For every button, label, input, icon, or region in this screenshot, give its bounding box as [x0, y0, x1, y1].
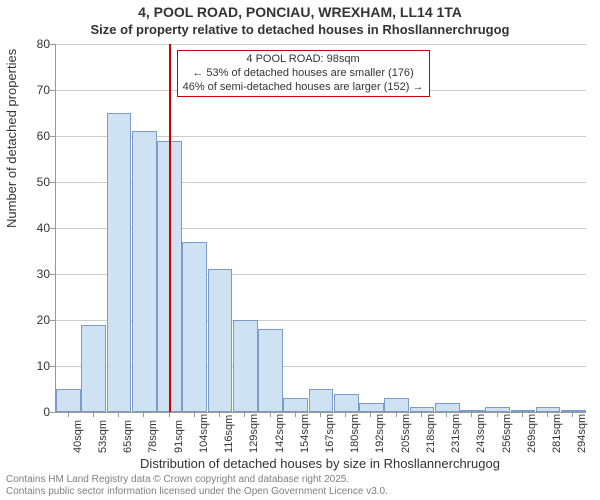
y-tick-mark: [50, 228, 55, 229]
x-tick-mark: [572, 412, 573, 417]
footer-line-1: Contains HM Land Registry data © Crown c…: [6, 474, 388, 486]
x-tick-label: 40sqm: [72, 420, 84, 453]
y-tick-mark: [50, 90, 55, 91]
x-tick-label: 205sqm: [400, 414, 412, 453]
bar: [334, 394, 359, 412]
x-tick-mark: [143, 412, 144, 417]
x-tick-mark: [194, 412, 195, 417]
x-tick-mark: [270, 412, 271, 417]
bar: [233, 320, 258, 412]
annotation-line: 46% of semi-detached houses are larger (…: [183, 81, 424, 95]
reference-line: [169, 44, 171, 412]
x-tick-label: 218sqm: [425, 414, 437, 453]
x-tick-mark: [93, 412, 94, 417]
x-axis-label: Distribution of detached houses by size …: [55, 456, 585, 471]
y-tick-mark: [50, 412, 55, 413]
x-tick-mark: [497, 412, 498, 417]
y-tick-label: 40: [10, 221, 50, 235]
x-tick-label: 154sqm: [299, 414, 311, 453]
x-tick-mark: [219, 412, 220, 417]
y-tick-mark: [50, 366, 55, 367]
x-tick-mark: [169, 412, 170, 417]
bar: [56, 389, 81, 412]
x-tick-label: 167sqm: [324, 414, 336, 453]
bar: [258, 329, 283, 412]
grid-line: [56, 44, 586, 45]
y-tick-label: 70: [10, 83, 50, 97]
bar: [107, 113, 132, 412]
x-tick-label: 142sqm: [274, 414, 286, 453]
x-tick-mark: [320, 412, 321, 417]
y-tick-mark: [50, 274, 55, 275]
bar: [359, 403, 384, 412]
x-tick-label: 294sqm: [576, 414, 588, 453]
bar: [283, 398, 308, 412]
x-tick-label: 104sqm: [198, 414, 210, 453]
x-tick-mark: [471, 412, 472, 417]
y-tick-label: 0: [10, 405, 50, 419]
x-tick-mark: [421, 412, 422, 417]
x-tick-mark: [118, 412, 119, 417]
x-tick-label: 243sqm: [475, 414, 487, 453]
x-tick-mark: [396, 412, 397, 417]
y-tick-label: 50: [10, 175, 50, 189]
annotation-line: ← 53% of detached houses are smaller (17…: [183, 67, 424, 81]
x-tick-label: 129sqm: [248, 414, 260, 453]
bar: [309, 389, 334, 412]
bar: [81, 325, 106, 412]
x-tick-label: 192sqm: [374, 414, 386, 453]
bar: [435, 403, 460, 412]
bar: [384, 398, 409, 412]
x-tick-label: 91sqm: [173, 420, 185, 453]
x-tick-mark: [370, 412, 371, 417]
y-tick-mark: [50, 44, 55, 45]
y-tick-mark: [50, 136, 55, 137]
x-tick-label: 65sqm: [122, 420, 134, 453]
x-tick-label: 231sqm: [450, 414, 462, 453]
x-tick-mark: [244, 412, 245, 417]
chart-container: 4, POOL ROAD, PONCIAU, WREXHAM, LL14 1TA…: [0, 0, 600, 500]
x-tick-mark: [522, 412, 523, 417]
y-tick-label: 10: [10, 359, 50, 373]
chart-title-sub: Size of property relative to detached ho…: [0, 22, 600, 37]
bar: [485, 407, 510, 412]
y-tick-mark: [50, 182, 55, 183]
x-tick-label: 78sqm: [147, 420, 159, 453]
annotation-line: 4 POOL ROAD: 98sqm: [183, 53, 424, 67]
footer-line-2: Contains public sector information licen…: [6, 486, 388, 498]
x-tick-mark: [446, 412, 447, 417]
chart-title-main: 4, POOL ROAD, PONCIAU, WREXHAM, LL14 1TA: [0, 4, 600, 20]
bar: [208, 269, 233, 412]
x-tick-label: 281sqm: [551, 414, 563, 453]
footer-attribution: Contains HM Land Registry data © Crown c…: [6, 474, 388, 498]
bar: [511, 410, 536, 412]
plot-area: 4 POOL ROAD: 98sqm← 53% of detached hous…: [55, 44, 586, 413]
y-tick-label: 30: [10, 267, 50, 281]
y-tick-label: 60: [10, 129, 50, 143]
x-tick-mark: [68, 412, 69, 417]
x-tick-label: 269sqm: [526, 414, 538, 453]
y-tick-label: 20: [10, 313, 50, 327]
y-tick-mark: [50, 320, 55, 321]
x-tick-mark: [295, 412, 296, 417]
annotation-box: 4 POOL ROAD: 98sqm← 53% of detached hous…: [177, 50, 430, 97]
x-tick-label: 256sqm: [501, 414, 513, 453]
y-tick-label: 80: [10, 37, 50, 51]
bar: [132, 131, 157, 412]
bar: [182, 242, 207, 412]
x-tick-label: 53sqm: [97, 420, 109, 453]
x-tick-label: 180sqm: [349, 414, 361, 453]
x-tick-mark: [345, 412, 346, 417]
bar: [410, 407, 435, 412]
x-tick-label: 116sqm: [223, 415, 235, 453]
x-tick-mark: [547, 412, 548, 417]
